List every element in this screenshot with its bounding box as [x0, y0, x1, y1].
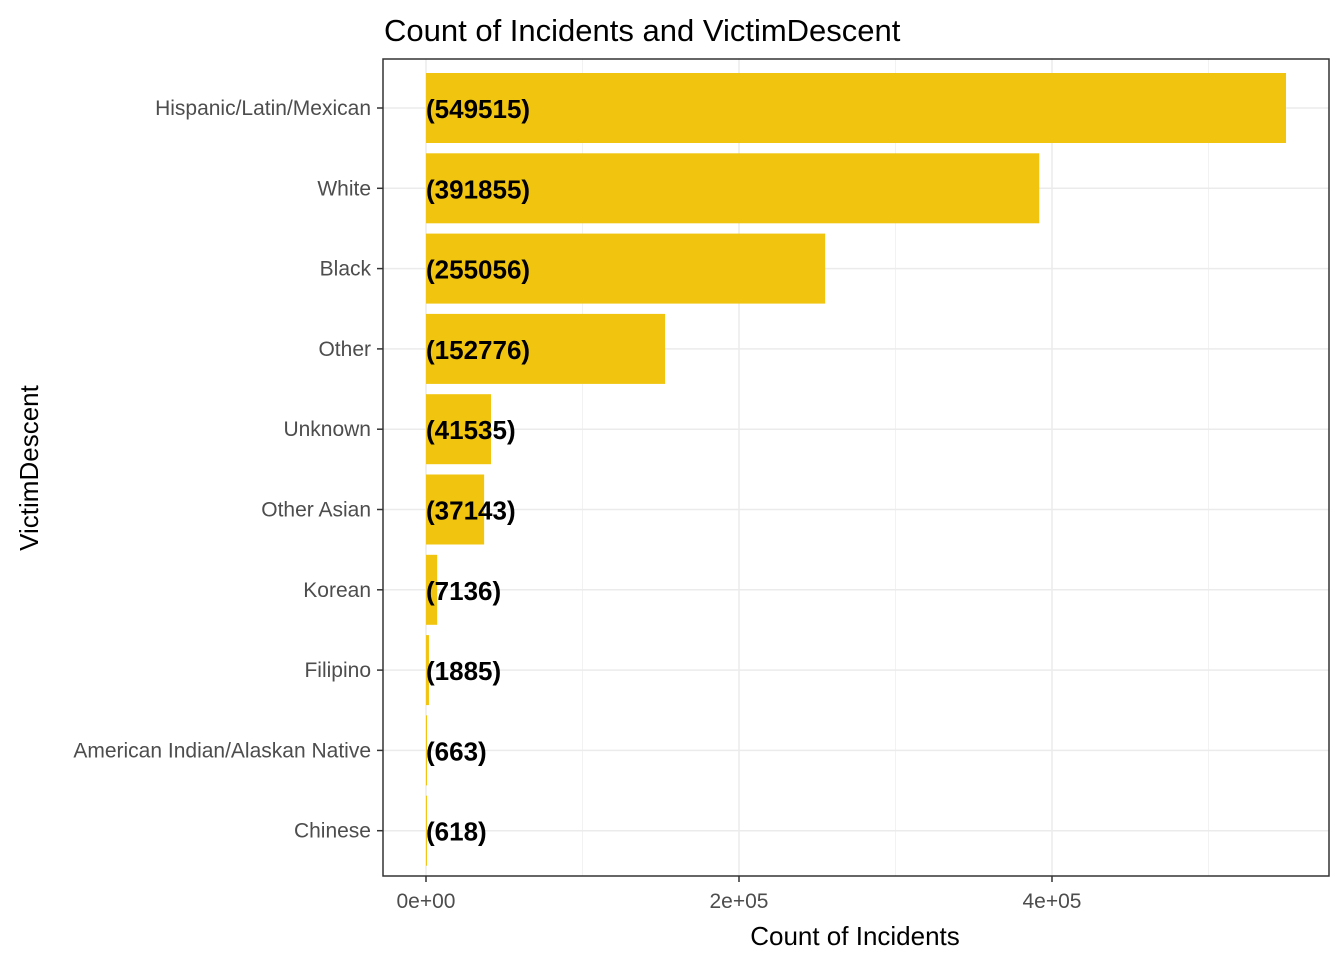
bar: [425, 394, 492, 465]
x-tick-label: 4e+05: [1023, 890, 1082, 913]
data-label: (7136): [426, 576, 501, 606]
plot-area: Hispanic/Latin/Mexican White Black Other Unk…: [73, 58, 1330, 913]
data-label: (255056): [426, 255, 530, 285]
y-tick-label: Unknown: [283, 418, 371, 441]
data-label: (549515): [426, 94, 530, 124]
x-axis-title: Count of Incidents: [750, 921, 960, 951]
y-axis-title: VictimDescent: [14, 384, 44, 550]
y-tick-label: Other Asian: [261, 499, 371, 522]
x-tick-label: 0e+00: [397, 890, 456, 913]
y-tick-label: Filipino: [304, 659, 371, 682]
bar: [425, 233, 826, 304]
chart-title: Count of Incidents and VictimDescent: [384, 13, 901, 48]
plot-panel-border: [382, 58, 1330, 877]
y-tick-label: Chinese: [294, 820, 371, 843]
bar: [425, 313, 666, 384]
data-label: (391855): [426, 174, 530, 204]
y-tick-label: Hispanic/Latin/Mexican: [155, 97, 371, 120]
data-label: (152776): [426, 335, 530, 365]
bar: [425, 73, 1286, 143]
y-tick-label: Black: [320, 258, 372, 281]
y-tick-label: American Indian/Alaskan Native: [73, 739, 371, 762]
data-label: (41535): [426, 415, 516, 445]
bar: [425, 554, 438, 625]
bar: [425, 795, 427, 866]
data-label: (618): [426, 817, 487, 847]
data-label: (1885): [426, 656, 501, 686]
data-label: (663): [426, 736, 487, 766]
y-tick-label: Korean: [303, 579, 371, 602]
y-tick-label: White: [317, 177, 371, 200]
data-label: (37143): [426, 496, 516, 526]
x-tick-label: 2e+05: [710, 890, 769, 913]
bar: [425, 635, 429, 706]
bar: [425, 153, 1040, 224]
y-tick-label: Other: [318, 338, 371, 361]
bar: [425, 474, 485, 545]
bar: [425, 715, 428, 786]
